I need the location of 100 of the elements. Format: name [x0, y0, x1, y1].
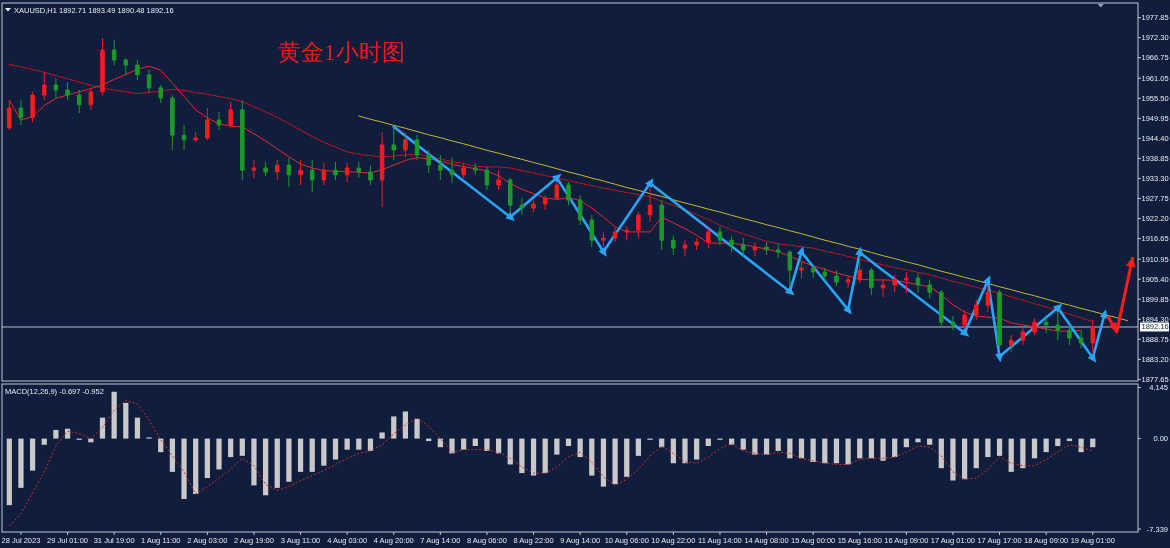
- candlestick: [484, 166, 490, 191]
- bar: [239, 438, 245, 456]
- candlestick: [216, 111, 222, 131]
- candlestick: [810, 264, 816, 279]
- candlestick: [76, 89, 82, 114]
- bar: [565, 438, 572, 446]
- candlestick: [950, 315, 956, 331]
- bar: [822, 438, 828, 464]
- candlestick: [426, 149, 431, 174]
- candlestick: [974, 299, 979, 321]
- candlestick: [240, 99, 245, 181]
- bar: [950, 438, 956, 481]
- bar: [589, 438, 595, 476]
- bar: [99, 417, 106, 439]
- bar: [309, 438, 315, 472]
- candlestick: [659, 199, 664, 251]
- bar: [228, 438, 234, 458]
- candlestick: [962, 309, 967, 329]
- bar: [18, 438, 24, 488]
- bar: [461, 438, 467, 450]
- candlestick: [321, 162, 327, 186]
- candlestick: [461, 162, 466, 179]
- bar: [798, 438, 805, 459]
- candlestick: [123, 57, 129, 76]
- candlestick: [519, 197, 525, 216]
- bar: [216, 438, 222, 470]
- bar: [670, 438, 676, 464]
- bar: [169, 438, 176, 472]
- annotation: 黄金1小时图: [278, 40, 405, 65]
- candlestick: [566, 181, 571, 206]
- candlestick: [915, 272, 921, 294]
- candlestick: [1020, 327, 1026, 346]
- bar: [251, 438, 257, 486]
- bar: [996, 438, 1003, 456]
- candlestick: [356, 161, 362, 179]
- bar: [775, 438, 781, 451]
- candlestick: [333, 161, 338, 181]
- candlestick: [344, 162, 350, 183]
- point: [645, 178, 654, 188]
- bar: [204, 438, 210, 479]
- point: [1087, 353, 1097, 363]
- bar: [1008, 438, 1014, 472]
- candlestick: [275, 159, 280, 181]
- candlestick: [729, 235, 734, 253]
- candlestick: [508, 177, 513, 214]
- bar: [554, 438, 560, 455]
- candlestick: [449, 156, 455, 184]
- bar: [1055, 438, 1061, 446]
- candlestick: [706, 227, 711, 249]
- bar: [973, 438, 979, 469]
- candlestick: [158, 84, 163, 104]
- bar: [286, 438, 292, 482]
- bar: [892, 438, 898, 458]
- bar: [6, 438, 12, 506]
- candlestick: [7, 99, 12, 131]
- bar: [985, 438, 991, 458]
- bar: [484, 438, 490, 451]
- bar: [1020, 438, 1026, 469]
- line-series: [8, 399, 1094, 527]
- bar: [868, 438, 875, 459]
- candlestick: [775, 243, 781, 259]
- bar: [53, 429, 59, 439]
- bar: [1078, 438, 1084, 453]
- bar: [519, 438, 525, 474]
- candlestick: [368, 164, 373, 186]
- bar: [111, 391, 117, 439]
- candlestick: [927, 279, 932, 299]
- bar: [740, 438, 746, 450]
- candlestick: [834, 269, 839, 287]
- candlestick: [111, 39, 117, 66]
- candlestick: [997, 289, 1002, 351]
- bar: [845, 438, 851, 465]
- candlestick: [496, 169, 501, 191]
- bar: [961, 438, 968, 480]
- bar: [29, 438, 36, 471]
- bar: [915, 438, 921, 443]
- candlestick: [263, 161, 268, 177]
- candlestick: [904, 271, 909, 294]
- candlestick: [799, 261, 804, 279]
- candlestick: [1078, 329, 1084, 349]
- candlestick: [181, 124, 187, 151]
- point: [505, 212, 515, 221]
- bar: [262, 438, 269, 496]
- bar: [612, 438, 618, 485]
- candlestick: [845, 274, 851, 289]
- candlestick: [286, 157, 292, 188]
- bar: [449, 438, 455, 454]
- bar: [635, 438, 642, 456]
- candlestick: [228, 101, 233, 129]
- bar: [356, 438, 362, 450]
- bar: [181, 438, 187, 499]
- bar: [927, 438, 933, 445]
- point: [796, 246, 805, 257]
- candlestick: [741, 237, 746, 258]
- bar: [297, 438, 304, 472]
- candlestick: [764, 241, 769, 256]
- line-series: [358, 115, 1129, 322]
- bar: [41, 438, 47, 445]
- bar: [379, 432, 385, 439]
- candlestick: [869, 267, 874, 296]
